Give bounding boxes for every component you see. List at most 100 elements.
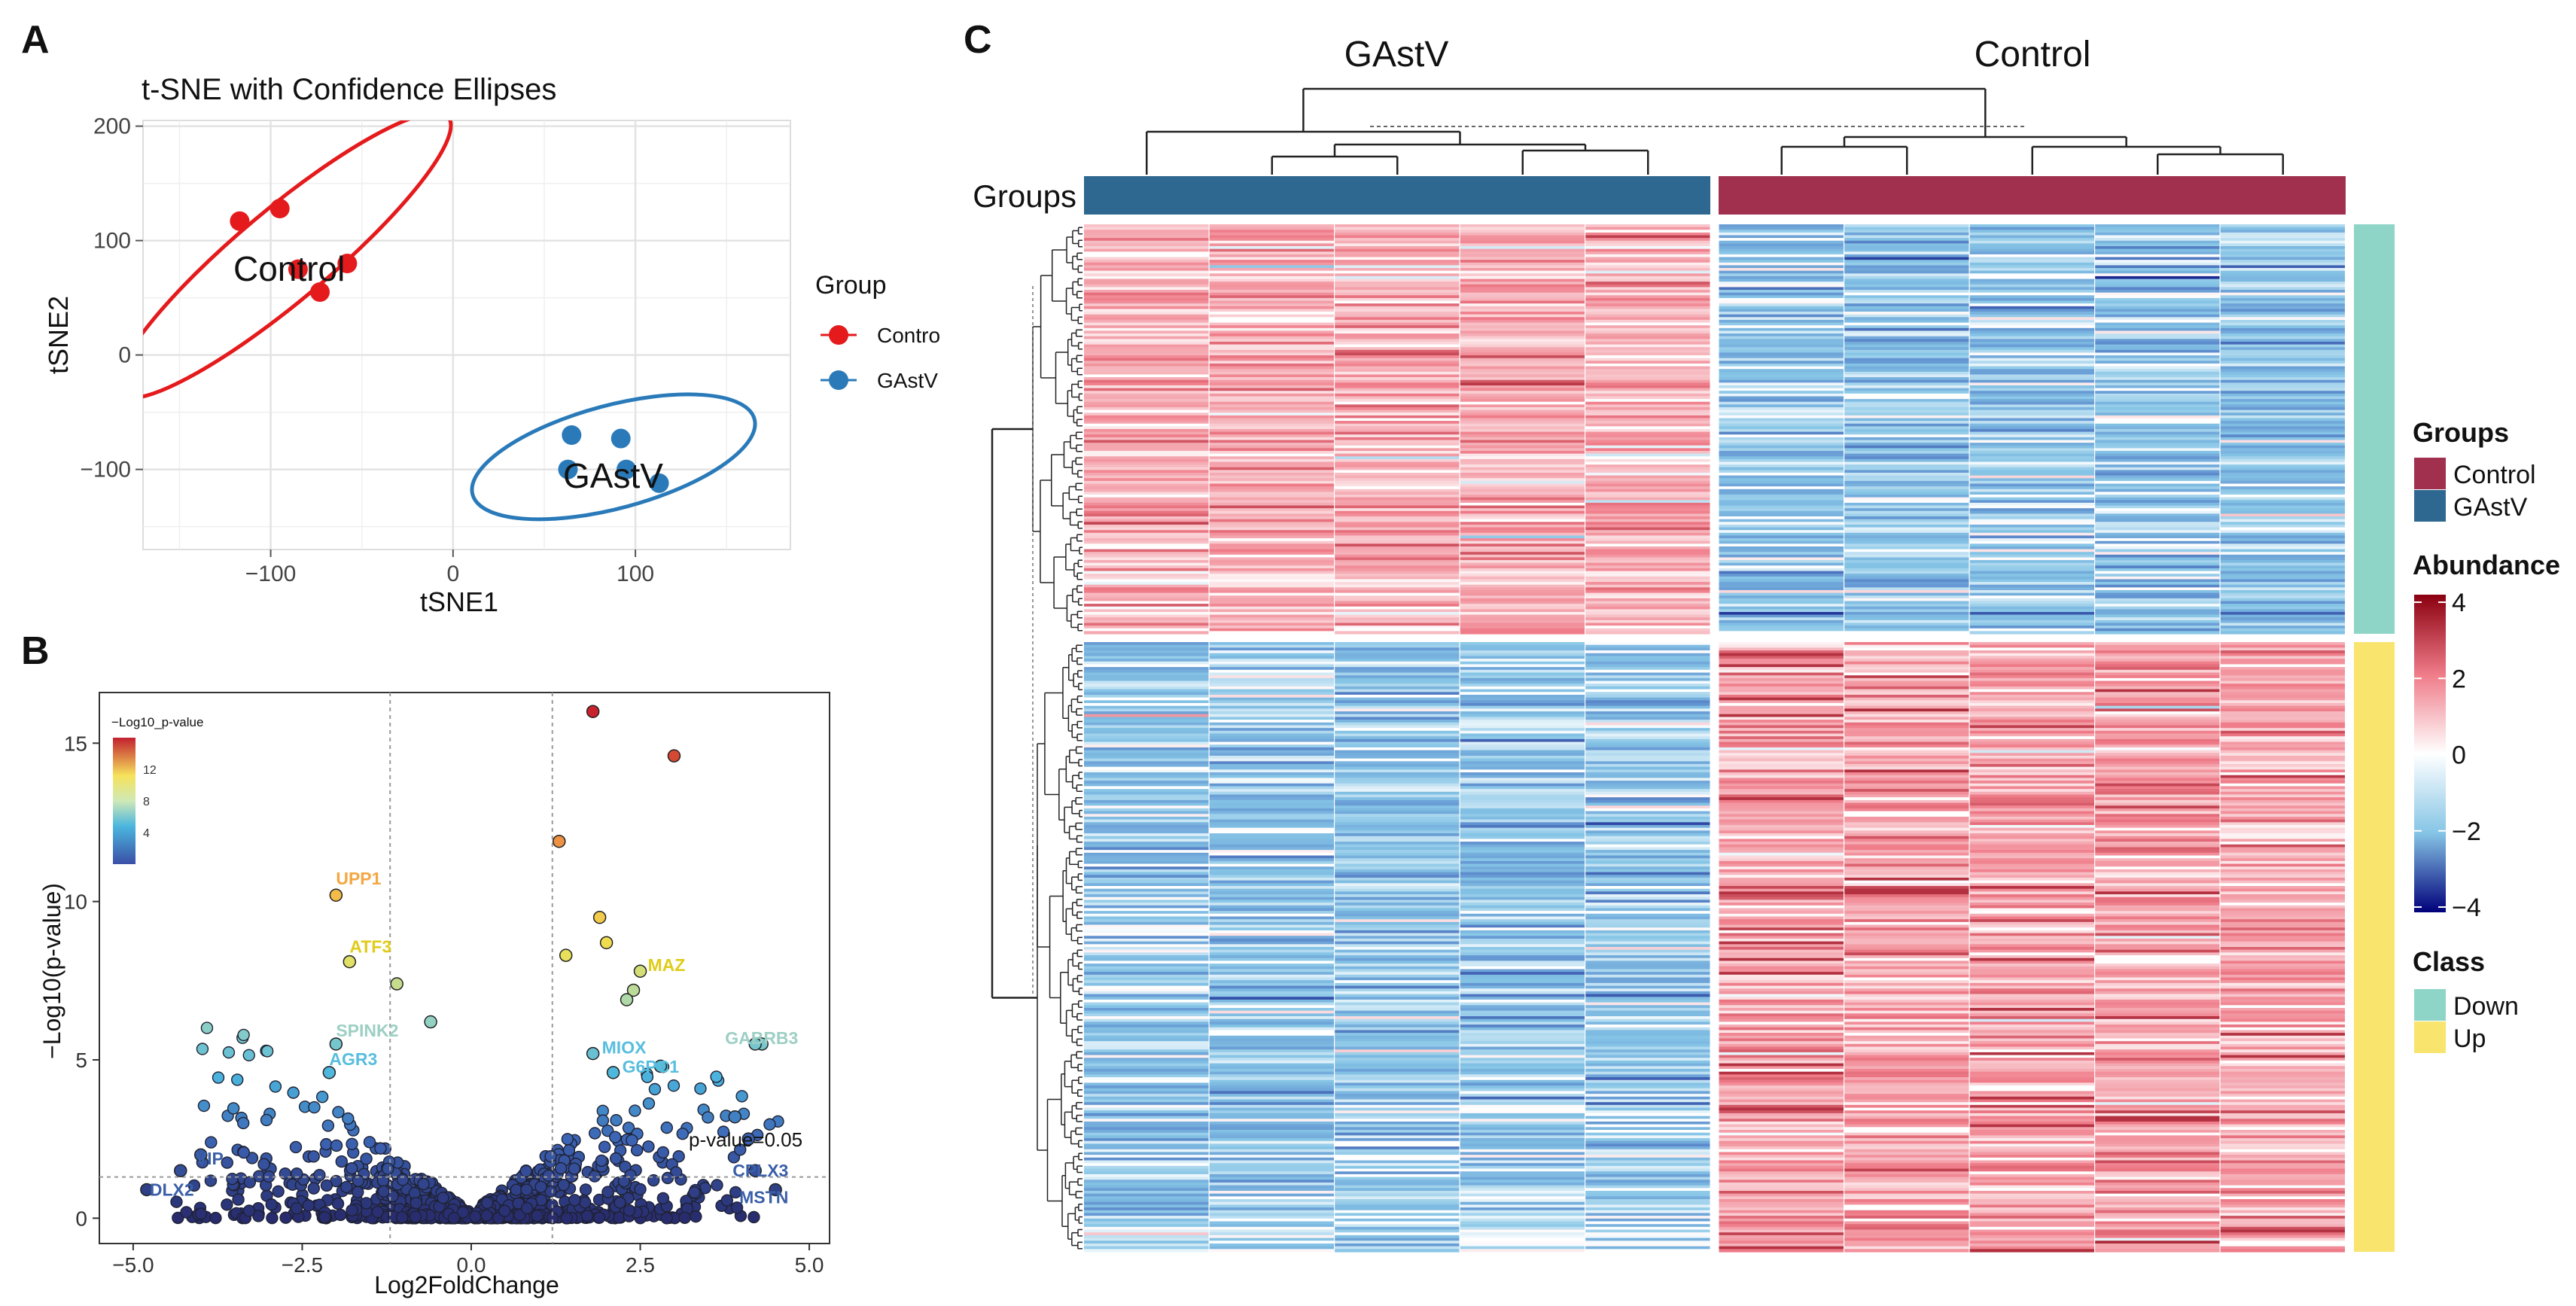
heatmap-cell	[1460, 852, 1585, 857]
heatmap-cell	[1084, 921, 1209, 926]
heatmap-cell	[1719, 653, 1844, 657]
heatmap-cell	[1084, 1232, 1209, 1236]
heatmap-cell	[2220, 991, 2345, 995]
heatmap-cell	[1084, 1016, 1209, 1020]
heatmap-cell	[1969, 714, 2094, 718]
heatmap-cell	[2220, 982, 2345, 987]
heatmap-cell	[1084, 352, 1209, 356]
heatmap-cell	[2095, 997, 2220, 1000]
heatmap-cell	[1335, 1049, 1460, 1053]
heatmap-cell	[1084, 1077, 1209, 1081]
heatmap-cell	[2220, 492, 2345, 495]
volcano-point	[265, 1198, 278, 1211]
volcano-point	[519, 1164, 532, 1178]
heatmap-cell	[1209, 1027, 1334, 1031]
heatmap-cell	[1719, 947, 1844, 951]
volcano-point	[342, 1112, 355, 1125]
heatmap-cell	[2220, 513, 2345, 517]
labeled-point-mstn	[769, 1183, 782, 1197]
heatmap-cell	[1084, 232, 1209, 236]
heatmap-cell	[1209, 240, 1334, 244]
heatmap-cell	[1460, 877, 1585, 881]
heatmap-cell	[1084, 1085, 1209, 1089]
heatmap-cell	[1209, 492, 1334, 495]
heatmap-cell	[1585, 530, 1710, 534]
heatmap-cell	[2220, 728, 2345, 732]
heatmap-cell	[1969, 850, 2094, 854]
heatmap-cell	[1844, 1005, 1969, 1009]
heatmap-cell	[2220, 839, 2345, 842]
significant-point	[626, 983, 641, 997]
heatmap-cell	[1460, 672, 1585, 676]
heatmap-cell	[1084, 1201, 1209, 1206]
heatmap-cell	[1719, 960, 1844, 964]
heatmap-cell	[1585, 1096, 1710, 1101]
heatmap-cell	[1209, 1041, 1334, 1045]
heatmap-cell	[1719, 1174, 1844, 1178]
heatmap-cell	[1719, 883, 1844, 887]
heatmap-cell	[1585, 461, 1710, 465]
heatmap-cell	[1084, 949, 1209, 953]
heatmap-cell	[1209, 661, 1334, 665]
heatmap-cell	[1969, 1226, 2094, 1231]
heatmap-cell	[1209, 822, 1334, 826]
heatmap-cell	[1969, 977, 2094, 981]
heatmap-cell	[1585, 1055, 1710, 1058]
heatmap-cell	[1084, 1229, 1209, 1233]
heatmap-cell	[1084, 1210, 1209, 1214]
heatmap-cell	[2220, 1241, 2345, 1244]
heatmap-cell	[1084, 1024, 1209, 1028]
heatmap-cell	[1719, 764, 1844, 768]
heatmap-cell	[1719, 869, 1844, 873]
heatmap-cell	[2095, 592, 2220, 596]
heatmap-cell	[2220, 642, 2345, 646]
heatmap-cell	[2220, 1066, 2345, 1070]
heatmap-cell	[2095, 584, 2220, 588]
heatmap-cell	[2095, 322, 2220, 326]
heatmap-cell	[1460, 1060, 1585, 1064]
heatmap-cell	[1460, 927, 1585, 931]
volcano-point	[318, 1210, 331, 1224]
heatmap-cell	[1460, 614, 1585, 618]
heatmap-cell	[1209, 847, 1334, 851]
heatmap-cell	[1969, 667, 2094, 671]
heatmap-cell	[1844, 883, 1969, 887]
heatmap-cell	[1209, 957, 1334, 962]
heatmap-cell	[2095, 423, 2220, 427]
heatmap-cell	[1585, 273, 1710, 277]
heatmap-cell	[1460, 960, 1585, 964]
heatmap-cell	[1719, 409, 1844, 413]
heatmap-cell	[1335, 911, 1460, 915]
heatmap-cell	[1585, 944, 1710, 948]
heatmap-cell	[2220, 235, 2345, 239]
heatmap-cell	[1460, 401, 1585, 405]
heatmap-cell	[1460, 1079, 1585, 1084]
heatmap-cell	[1844, 1008, 1969, 1012]
heatmap-cell	[1335, 977, 1460, 981]
heatmap-cell	[1844, 1201, 1969, 1206]
heatmap-cell	[1209, 850, 1334, 854]
heatmap-cell	[1719, 473, 1844, 476]
heatmap-cell	[1460, 883, 1585, 887]
x-tick-label: 0	[446, 562, 459, 586]
heatmap-cell	[1719, 467, 1844, 470]
heatmap-cell	[1335, 644, 1460, 648]
heatmap-cell	[1719, 251, 1844, 255]
heatmap-cell	[1844, 1088, 1969, 1092]
heatmap-cell	[1719, 486, 1844, 490]
heatmap-cell	[1719, 703, 1844, 707]
heatmap-cell	[2220, 519, 2345, 522]
heatmap-cell	[1719, 453, 1844, 457]
heatmap-cell	[2095, 1119, 2220, 1122]
heatmap-cell	[1460, 811, 1585, 814]
heatmap-cell	[1335, 309, 1460, 312]
heatmap-cell	[1460, 516, 1585, 520]
heatmap-cell	[1585, 797, 1710, 801]
heatmap-cell	[1460, 377, 1585, 381]
heatmap-cell	[1585, 1124, 1710, 1128]
heatmap-cell	[1460, 1143, 1585, 1147]
heatmap-cell	[2220, 791, 2345, 796]
heatmap-cell	[1719, 565, 1844, 569]
heatmap-cell	[1460, 908, 1585, 912]
heatmap-cell	[2220, 969, 2345, 973]
